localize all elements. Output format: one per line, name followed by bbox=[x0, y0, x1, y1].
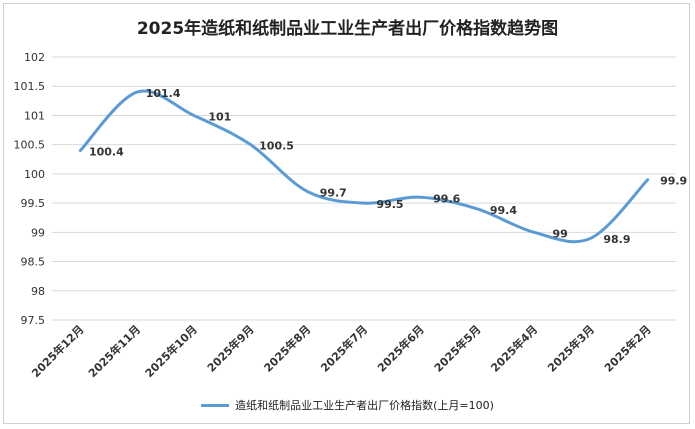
legend-swatch bbox=[201, 403, 230, 407]
series-line bbox=[78, 89, 650, 244]
chart-frame bbox=[3, 3, 690, 424]
data-label: 99.4 bbox=[490, 204, 517, 217]
x-tick-label: 2025年4月 bbox=[488, 322, 541, 375]
legend: 造纸和纸制品业工业生产者出厂价格指数(上月=100) bbox=[0, 397, 695, 413]
x-tick-label: 2025年9月 bbox=[204, 322, 257, 375]
x-tick-label: 2025年6月 bbox=[374, 322, 427, 375]
y-tick-label: 100.5 bbox=[14, 139, 46, 152]
x-tick-label: 2025年5月 bbox=[431, 322, 484, 375]
x-tick-label: 2025年12月 bbox=[29, 322, 87, 380]
y-tick-label: 100 bbox=[24, 168, 45, 181]
data-label: 101.4 bbox=[146, 87, 181, 100]
y-tick-label: 99.5 bbox=[21, 197, 46, 210]
data-labels: 100.4 101.4 101 100.5 99.7 99.5 99.6 99.4 99 98.9… bbox=[89, 87, 687, 246]
y-tick-label: 102 bbox=[24, 51, 45, 64]
legend-label: 造纸和纸制品业工业生产者出厂价格指数(上月=100) bbox=[235, 399, 494, 412]
y-tick-label: 98 bbox=[31, 285, 45, 298]
x-tick-label: 2025年7月 bbox=[318, 322, 371, 375]
data-label: 99.9 bbox=[660, 175, 687, 188]
x-tick-label: 2025年10月 bbox=[142, 322, 200, 380]
y-tick-label: 99 bbox=[31, 226, 45, 239]
grid-lines bbox=[52, 56, 676, 321]
y-tick-label: 101 bbox=[24, 109, 45, 122]
data-label: 100.5 bbox=[259, 140, 294, 153]
x-axis-ticks: 2025年12月 2025年11月 2025年10月 2025年9月 2025年8月 20… bbox=[29, 322, 654, 380]
x-tick-label: 2025年2月 bbox=[601, 322, 654, 375]
y-axis-ticks: 97.5 98 98.5 99 99.5 100 100.5 101 101.5 102 bbox=[14, 51, 46, 327]
x-tick-label: 2025年3月 bbox=[545, 322, 598, 375]
data-label: 99.5 bbox=[376, 198, 403, 211]
data-label: 99.7 bbox=[320, 186, 347, 199]
data-label: 99.6 bbox=[433, 192, 460, 205]
y-tick-label: 101.5 bbox=[14, 80, 46, 93]
y-tick-label: 97.5 bbox=[21, 314, 46, 327]
chart-title: 2025年造纸和纸制品业工业生产者出厂价格指数趋势图 bbox=[136, 19, 559, 39]
x-tick-label: 2025年11月 bbox=[85, 322, 143, 380]
x-tick-label: 2025年8月 bbox=[261, 322, 314, 375]
y-tick-label: 98.5 bbox=[21, 256, 46, 269]
data-label: 98.9 bbox=[603, 233, 630, 246]
data-label: 100.4 bbox=[89, 146, 124, 159]
data-label: 101 bbox=[208, 110, 231, 123]
data-label: 99 bbox=[553, 227, 568, 240]
